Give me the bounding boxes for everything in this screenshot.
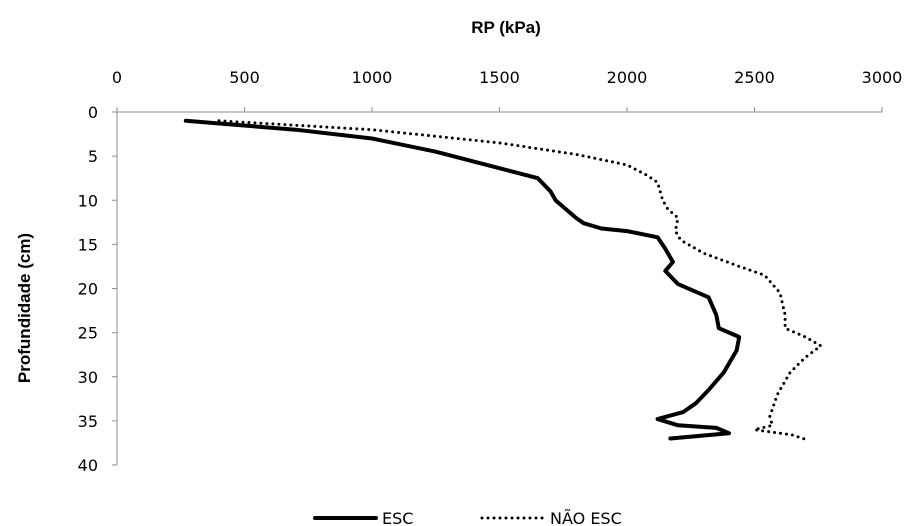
x-tick-label: 3000 (862, 68, 903, 87)
y-tick-label: 20 (78, 280, 98, 299)
y-tick-label: 35 (78, 412, 98, 431)
y-tick-label: 15 (78, 235, 98, 254)
y-tick-label: 0 (88, 103, 98, 122)
legend-label: ESC (382, 509, 413, 526)
y-tick-label: 5 (88, 147, 98, 166)
x-tick-label: 2500 (734, 68, 775, 87)
x-ticks: 0 500 1000 1500 2000 2500 3000 (112, 68, 902, 112)
series-line-esc (183, 118, 742, 441)
x-tick-label: 500 (229, 68, 260, 87)
chart-title: RP (kPa) (471, 18, 541, 37)
y-tick-label: 25 (78, 324, 98, 343)
legend: ESC NÃO ESC (313, 509, 622, 526)
y-ticks: 0 5 10 15 20 25 30 35 40 (78, 103, 117, 475)
legend-label: NÃO ESC (550, 509, 622, 526)
y-axis-label: Profundidade (cm) (15, 233, 34, 383)
series-line-nao-esc (217, 119, 823, 442)
series-layer (183, 118, 823, 442)
y-tick-label: 10 (78, 191, 98, 210)
y-tick-label: 30 (78, 368, 98, 387)
x-tick-label: 2000 (607, 68, 648, 87)
y-tick-label: 40 (78, 456, 98, 475)
x-tick-label: 1000 (352, 68, 393, 87)
x-tick-label: 0 (112, 68, 122, 87)
x-tick-label: 1500 (479, 68, 520, 87)
